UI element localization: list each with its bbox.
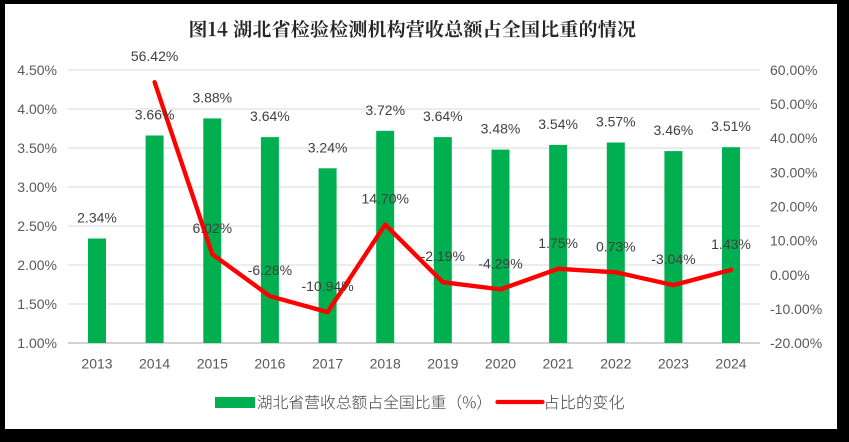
svg-text:14.70%: 14.70% [361, 191, 408, 207]
svg-text:1.75%: 1.75% [538, 235, 578, 251]
svg-text:3.48%: 3.48% [481, 121, 521, 137]
svg-text:3.72%: 3.72% [365, 102, 405, 118]
svg-text:2021: 2021 [543, 356, 574, 372]
svg-text:3.00%: 3.00% [17, 179, 57, 195]
svg-text:4.00%: 4.00% [17, 101, 57, 117]
svg-text:30.00%: 30.00% [770, 164, 817, 180]
svg-text:-3.04%: -3.04% [651, 251, 695, 267]
svg-text:2024: 2024 [715, 356, 746, 372]
svg-text:2.34%: 2.34% [77, 210, 117, 226]
svg-text:3.54%: 3.54% [538, 116, 578, 132]
svg-text:0.00%: 0.00% [770, 267, 810, 283]
svg-text:2020: 2020 [485, 356, 516, 372]
svg-text:4.50%: 4.50% [17, 62, 57, 78]
svg-text:60.00%: 60.00% [770, 62, 817, 78]
svg-text:2.00%: 2.00% [17, 257, 57, 273]
svg-text:10.00%: 10.00% [770, 233, 817, 249]
svg-text:1.50%: 1.50% [17, 296, 57, 312]
svg-text:2013: 2013 [81, 356, 112, 372]
svg-text:3.66%: 3.66% [135, 107, 175, 123]
svg-text:20.00%: 20.00% [770, 199, 817, 215]
svg-text:-2.19%: -2.19% [421, 248, 465, 264]
svg-text:-10.94%: -10.94% [302, 278, 354, 294]
svg-text:-20.00%: -20.00% [770, 335, 822, 351]
svg-text:-10.00%: -10.00% [770, 301, 822, 317]
svg-text:50.00%: 50.00% [770, 96, 817, 112]
svg-text:3.64%: 3.64% [423, 108, 463, 124]
svg-text:1.00%: 1.00% [17, 335, 57, 351]
svg-text:1.43%: 1.43% [711, 236, 751, 252]
svg-text:-6.28%: -6.28% [248, 262, 292, 278]
svg-text:-4.29%: -4.29% [478, 255, 522, 271]
svg-text:3.88%: 3.88% [192, 89, 232, 105]
svg-text:6.02%: 6.02% [192, 220, 232, 236]
svg-text:2018: 2018 [370, 356, 401, 372]
svg-text:0.73%: 0.73% [596, 238, 636, 254]
svg-text:3.51%: 3.51% [711, 118, 751, 134]
svg-text:2014: 2014 [139, 356, 170, 372]
svg-text:40.00%: 40.00% [770, 130, 817, 146]
svg-text:3.24%: 3.24% [308, 139, 348, 155]
svg-text:2019: 2019 [427, 356, 458, 372]
svg-text:3.64%: 3.64% [250, 108, 290, 124]
svg-text:2022: 2022 [600, 356, 631, 372]
svg-text:3.50%: 3.50% [17, 140, 57, 156]
svg-text:3.46%: 3.46% [654, 122, 694, 138]
svg-text:2015: 2015 [197, 356, 228, 372]
svg-text:2.50%: 2.50% [17, 218, 57, 234]
svg-text:2023: 2023 [658, 356, 689, 372]
svg-text:56.42%: 56.42% [131, 48, 178, 64]
svg-text:2016: 2016 [254, 356, 285, 372]
svg-text:3.57%: 3.57% [596, 114, 636, 130]
svg-text:2017: 2017 [312, 356, 343, 372]
